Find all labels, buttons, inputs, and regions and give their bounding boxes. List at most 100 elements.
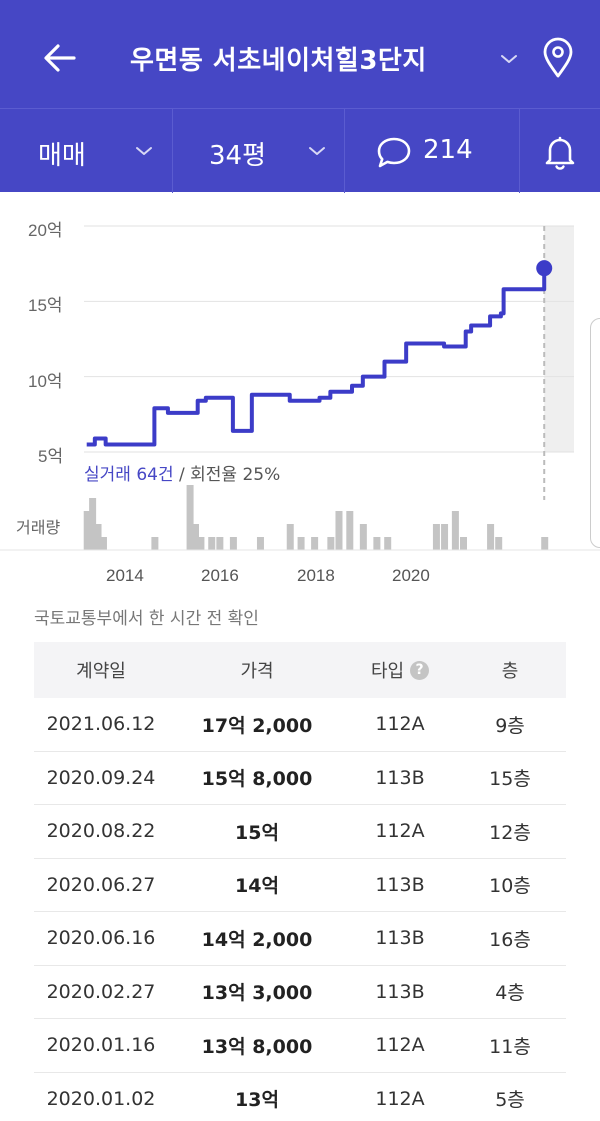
table-row[interactable]: 2020.01.16 13억 8,000 112A 11층: [34, 1019, 566, 1073]
cell-price: 15억 8,000: [201, 768, 313, 791]
volume-bar: [346, 511, 354, 550]
header-type: 타입 ?: [346, 657, 454, 683]
cell-floor: 4층: [495, 982, 525, 1005]
trade-type-label: 매매: [38, 141, 86, 171]
cell-floor: 15층: [489, 768, 531, 791]
volume-bar: [216, 537, 224, 550]
top-app-bar: 우면동 서초네이처힐3단지: [0, 8, 600, 108]
y-tick-label: 5억: [38, 447, 64, 466]
volume-bar: [99, 537, 107, 550]
table-row[interactable]: 2020.01.02 13억 112A 5층: [34, 1073, 566, 1121]
trade-type-dropdown[interactable]: 매매: [0, 109, 173, 193]
volume-bar: [297, 537, 305, 550]
volume-bar: [311, 537, 319, 550]
cell-date: 2020.01.02: [46, 1087, 156, 1110]
table-row[interactable]: 2020.06.27 14억 113B 10층: [34, 859, 566, 912]
cell-price: 13억 3,000: [201, 982, 313, 1005]
table-header: 계약일 가격 타입 ? 층: [34, 642, 566, 698]
volume-bar: [432, 524, 440, 550]
volume-bar: [441, 524, 449, 550]
y-tick-label: 10억: [28, 372, 63, 391]
price-chart[interactable]: 20억 15억 10억 5억 실거래 64건 / 회전율 25% 거래량: [0, 192, 600, 552]
volume-bar: [335, 511, 343, 550]
latest-price-point: [536, 260, 553, 277]
alarm-button[interactable]: [520, 109, 600, 193]
speech-bubble-icon: [377, 137, 411, 168]
cell-floor: 9층: [495, 714, 525, 737]
volume-bar: [229, 537, 237, 550]
cell-type: 113B: [375, 873, 425, 896]
volume-axis-label: 거래량: [16, 518, 61, 537]
x-tick-label: 2016: [201, 566, 239, 585]
comments-button[interactable]: 214: [345, 109, 520, 193]
cell-price: 13억: [235, 1089, 279, 1112]
cell-date: 2020.01.16: [46, 1034, 156, 1057]
table-row[interactable]: 2020.08.22 15억 112A 12층: [34, 805, 566, 859]
help-icon[interactable]: ?: [410, 660, 430, 680]
table-row[interactable]: 2020.06.16 14억 2,000 113B 16층: [34, 912, 566, 966]
cell-price: 14억: [235, 875, 279, 898]
cell-date: 2020.08.22: [46, 820, 156, 843]
chevron-down-icon: [136, 147, 152, 155]
price-line: [86, 268, 547, 447]
table-row[interactable]: 2021.06.12 17억 2,000 112A 9층: [34, 698, 566, 752]
chevron-down-icon: [309, 147, 325, 155]
cell-date: 2020.06.16: [46, 927, 156, 950]
map-button[interactable]: [538, 36, 578, 80]
bell-icon: [545, 136, 575, 170]
future-shade: [544, 226, 574, 452]
volume-bar: [384, 537, 392, 550]
volume-bar: [208, 537, 216, 550]
trade-count: 실거래 64건: [84, 465, 174, 485]
side-drawer-handle[interactable]: [590, 318, 600, 548]
x-tick-label: 2014: [106, 566, 144, 585]
volume-bar: [94, 524, 102, 550]
back-button[interactable]: [40, 38, 80, 78]
map-pin-icon: [543, 37, 573, 78]
complex-title-selector[interactable]: 우면동 서초네이처힐3단지: [130, 36, 517, 80]
cell-type: 113B: [375, 766, 425, 789]
chevron-down-icon: [501, 55, 517, 63]
update-note: 국토교통부에서 한 시간 전 확인: [34, 609, 259, 629]
volume-bar: [373, 537, 381, 550]
price-chart-svg: [0, 225, 600, 551]
header-price: 가격: [240, 661, 274, 682]
x-tick-label: 2020: [392, 566, 430, 585]
header-floor: 층: [501, 661, 519, 682]
transaction-table: 계약일 가격 타입 ? 층 2021.06.12 17억 2,000 112A 9층 2…: [34, 642, 566, 1121]
page-title: 우면동 서초네이처힐3단지: [130, 45, 427, 76]
filter-bar: 매매 34평 214: [0, 108, 600, 193]
arrow-left-icon: [44, 44, 76, 72]
cell-floor: 12층: [489, 821, 531, 844]
cell-price: 15억: [235, 821, 279, 844]
cell-date: 2021.06.12: [46, 713, 156, 736]
volume-bar: [495, 537, 503, 550]
header-type-label: 타입: [370, 661, 405, 682]
cell-price: 13억 8,000: [201, 1035, 313, 1058]
volume-bar: [487, 524, 495, 550]
volume-bar: [286, 524, 294, 550]
trade-summary: 실거래 64건 / 회전율 25%: [84, 460, 280, 485]
volume-bar: [327, 537, 335, 550]
area-label: 34평: [209, 141, 267, 171]
area-dropdown[interactable]: 34평: [173, 109, 345, 193]
volume-bar: [191, 524, 199, 550]
volume-bar: [359, 524, 367, 550]
volume-bar: [151, 537, 159, 550]
cell-type: 112A: [375, 820, 425, 843]
x-axis-labels: 2014 2016 2018 2020: [0, 566, 600, 590]
status-bar: [0, 0, 600, 8]
table-row[interactable]: 2020.09.24 15억 8,000 113B 15층: [34, 752, 566, 805]
comment-count: 214: [423, 135, 473, 165]
y-tick-label: 15억: [28, 296, 63, 315]
header-date: 계약일: [76, 661, 126, 682]
volume-bar: [83, 511, 91, 550]
table-row[interactable]: 2020.02.27 13억 3,000 113B 4층: [34, 966, 566, 1019]
cell-type: 112A: [375, 713, 425, 736]
cell-type: 112A: [375, 1034, 425, 1057]
cell-floor: 11층: [489, 1035, 531, 1058]
turnover-rate: / 회전율 25%: [173, 465, 281, 485]
volume-bar: [197, 537, 205, 550]
cell-date: 2020.09.24: [46, 766, 156, 789]
cell-floor: 5층: [495, 1089, 525, 1112]
